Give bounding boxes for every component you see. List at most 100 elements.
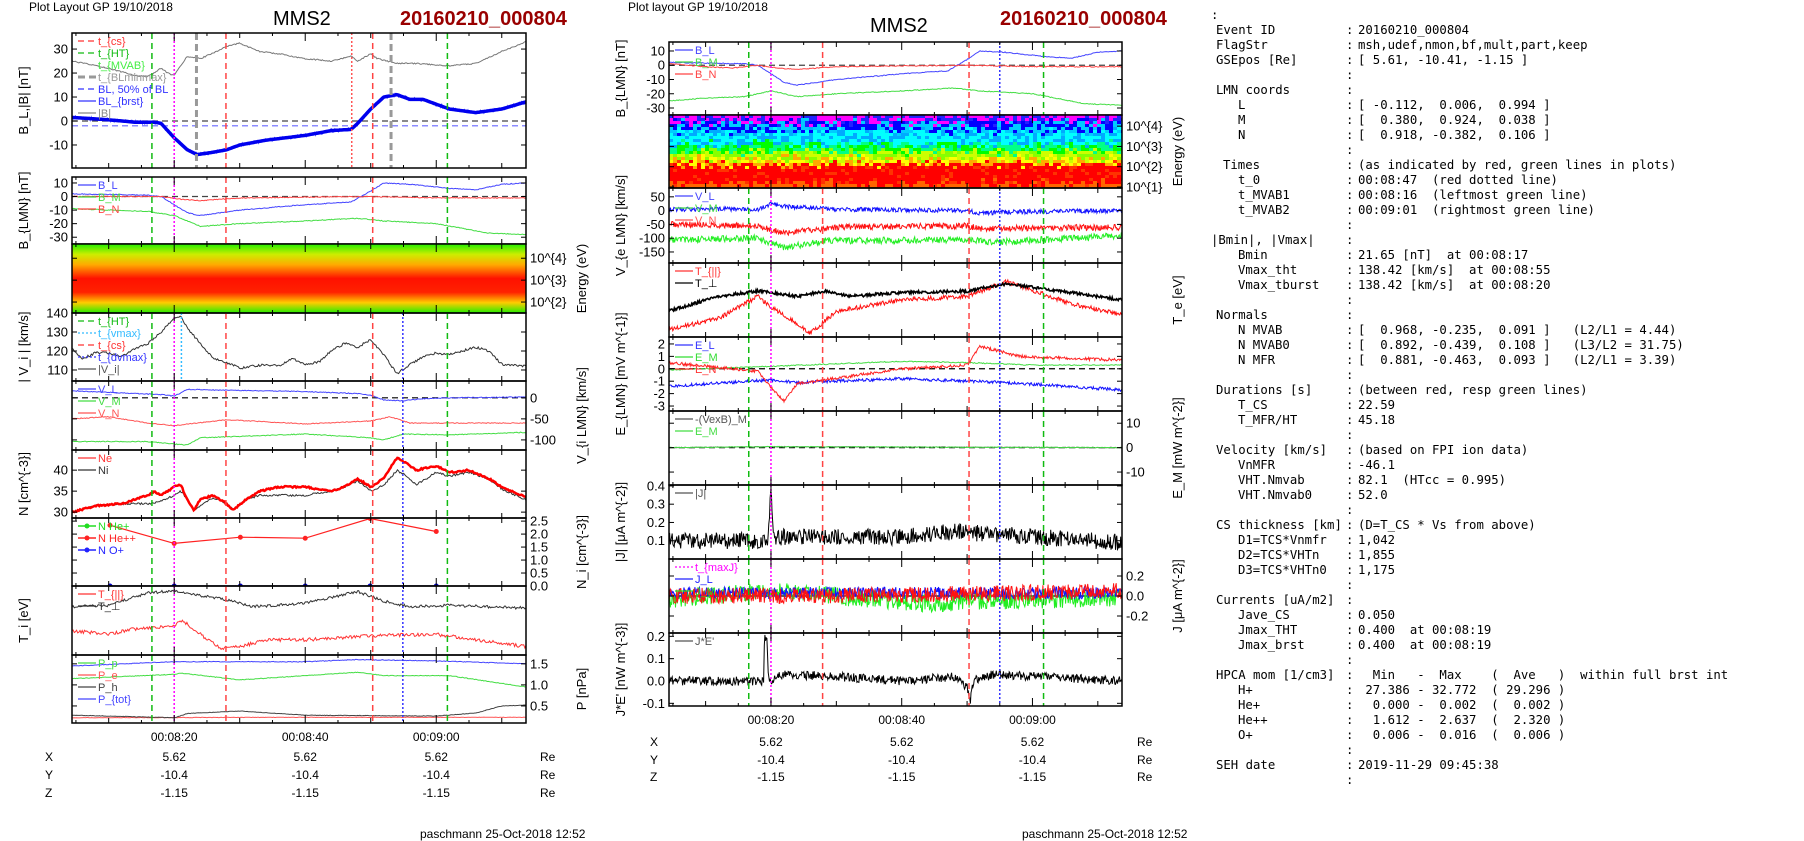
- spectrogram-cell: [685, 133, 689, 136]
- spectrogram-cell: [785, 133, 789, 136]
- time-tick-label: 00:09:00: [413, 730, 460, 744]
- spectrogram-cell: [693, 142, 697, 145]
- spectrogram-cell: [825, 178, 829, 181]
- info-separator: :: [1346, 188, 1354, 202]
- spectrogram-cell: [853, 118, 857, 121]
- spectrogram-cell: [857, 148, 861, 151]
- spectrogram-cell: [841, 181, 845, 184]
- series-b-m: [669, 87, 1122, 106]
- position-value: -1.15: [161, 786, 189, 800]
- spectrogram-cell: [957, 133, 961, 136]
- spectrogram-cell: [789, 142, 793, 145]
- spectrogram-cell: [737, 118, 741, 121]
- spectrogram-cell: [717, 133, 721, 136]
- spectrogram-cell: [1037, 115, 1041, 118]
- spectrogram-cell: [669, 154, 673, 157]
- spectrogram-cell: [745, 172, 749, 175]
- spectrogram-cell: [969, 151, 973, 154]
- spectrogram-cell: [685, 145, 689, 148]
- spectrogram-cell: [1117, 169, 1121, 172]
- legend-entry: V_M: [78, 396, 121, 408]
- spectrogram-cell: [937, 124, 941, 127]
- spectrogram-cell: [1025, 172, 1029, 175]
- spectrogram-cell: [1065, 148, 1069, 151]
- spectrogram-cell: [845, 133, 849, 136]
- info-separator: :: [1346, 473, 1354, 487]
- spectrogram-cell: [689, 130, 693, 133]
- spectrogram-cell: [769, 130, 773, 133]
- spectrogram-cell: [1009, 124, 1013, 127]
- spectrogram-cell: [1073, 133, 1077, 136]
- spectrogram-cell: [1045, 118, 1049, 121]
- spectrogram-cell: [1109, 178, 1113, 181]
- spectrogram-cell: [913, 151, 917, 154]
- spectrogram-cell: [865, 127, 869, 130]
- spectrogram-cell: [817, 142, 821, 145]
- spectrogram-cell: [849, 124, 853, 127]
- y-axis-label: N_i [cm^{-3}]: [574, 515, 589, 589]
- legend-label: J_L: [695, 574, 713, 586]
- legend-label: N He+: [98, 521, 130, 533]
- spectrogram-cell: [765, 154, 769, 157]
- spectrogram-cell: [1037, 178, 1041, 181]
- spectrogram-cell: [997, 181, 1001, 184]
- spectrogram-cell: [993, 160, 997, 163]
- y-axis-label: T_i [eV]: [16, 598, 31, 643]
- spectrogram-cell: [1061, 118, 1065, 121]
- spectrogram-cell: [745, 133, 749, 136]
- spectrogram-cell: [813, 172, 817, 175]
- spectrogram-cell: [833, 151, 837, 154]
- spectrogram-cell: [1021, 166, 1025, 169]
- spectrogram-cell: [1077, 121, 1081, 124]
- spectrogram-cell: [941, 127, 945, 130]
- spectrogram-cell: [1005, 121, 1009, 124]
- spectrogram-cell: [973, 181, 977, 184]
- spectrogram-cell: [1069, 169, 1073, 172]
- spectrogram-cell: [981, 148, 985, 151]
- spectrogram-cell: [885, 148, 889, 151]
- spectrogram-cell: [925, 142, 929, 145]
- panel-frame: [71, 449, 527, 519]
- spectrogram-cell: [673, 136, 677, 139]
- spectrogram-cell: [1021, 130, 1025, 133]
- spectrogram-cell: [789, 124, 793, 127]
- spectrogram-cell: [821, 124, 825, 127]
- spectrogram-cell: [993, 148, 997, 151]
- panel-blmn: 100-10-20-30B_{LMN} [nT] B_LB_MB_N: [16, 171, 527, 250]
- spectrogram-cell: [761, 139, 765, 142]
- spectrogram-cell: [881, 181, 885, 184]
- spectrogram-cell: [681, 157, 685, 160]
- spectrogram-cell: [989, 172, 993, 175]
- spectrogram-cell: [717, 127, 721, 130]
- spectrogram-cell: [773, 139, 777, 142]
- spectrogram-cell: [941, 157, 945, 160]
- spectrogram-cell: [1017, 142, 1021, 145]
- spectrogram-cell: [697, 169, 701, 172]
- position-axis-label: Y: [45, 768, 53, 782]
- spectrogram-cell: [889, 175, 893, 178]
- spectrogram-cell: [785, 184, 789, 187]
- info-row: Jmax_brst:0.400 at 00:08:19: [1211, 638, 1728, 653]
- spectrogram-cell: [773, 121, 777, 124]
- info-label: T_CS: [1238, 398, 1268, 412]
- info-separator: :: [1346, 173, 1354, 187]
- spectrogram-cell: [913, 148, 917, 151]
- spectrogram-cell: [1009, 136, 1013, 139]
- spectrogram-cell: [945, 181, 949, 184]
- spectrogram-cell: [933, 163, 937, 166]
- spectrogram-cell: [877, 166, 881, 169]
- spectrogram-cell: [761, 133, 765, 136]
- y-tick-label: 0.0: [1126, 589, 1144, 604]
- middle-plot-header: Plot layout GP 19/10/2018: [628, 0, 768, 14]
- spectrogram-cell: [1005, 139, 1009, 142]
- spectrogram-cell: [1097, 172, 1101, 175]
- spectrogram-cell: [877, 127, 881, 130]
- spectrogram-cell: [841, 184, 845, 187]
- spectrogram-cell: [949, 163, 953, 166]
- spectrogram-cell: [1073, 142, 1077, 145]
- spectrogram-cell: [817, 151, 821, 154]
- spectrogram-cell: [849, 151, 853, 154]
- spectrogram-cell: [885, 175, 889, 178]
- spectrogram-cell: [869, 175, 873, 178]
- spectrogram-cell: [829, 175, 833, 178]
